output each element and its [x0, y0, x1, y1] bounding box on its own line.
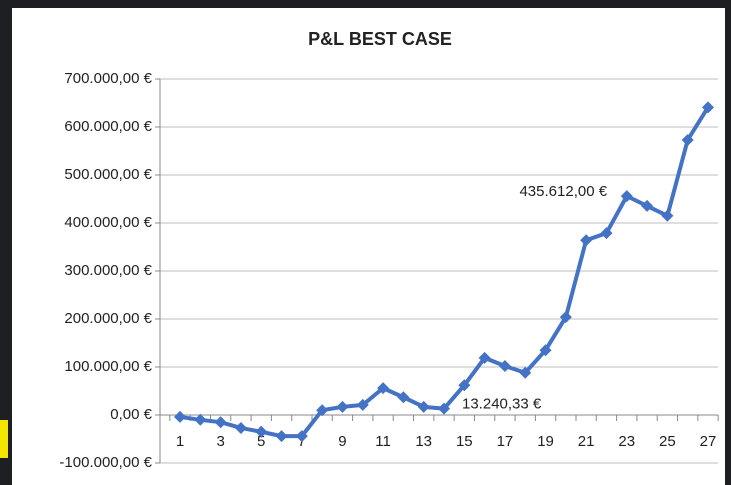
y-tick-label: 400.000,00 €	[64, 214, 152, 231]
y-tick-label: 600.000,00 €	[64, 118, 152, 135]
chart-background	[12, 8, 725, 485]
x-tick-label: 19	[537, 433, 554, 450]
marker	[498, 360, 511, 373]
marker	[519, 366, 532, 379]
marker	[438, 402, 450, 415]
y-tick-label: 300.000,00 €	[64, 262, 152, 279]
side-patch	[0, 420, 8, 458]
marker	[397, 391, 410, 404]
x-tick-label: 5	[257, 433, 265, 450]
x-tick-label: 9	[338, 433, 346, 450]
y-tick-label: 500.000,00 €	[64, 166, 152, 183]
marker	[234, 421, 247, 434]
x-tick-label: 27	[700, 433, 717, 450]
marker	[214, 416, 227, 429]
marker	[377, 382, 390, 395]
x-tick-label: 23	[618, 433, 635, 450]
marker	[580, 234, 593, 247]
marker	[600, 227, 613, 240]
marker	[255, 425, 268, 438]
y-tick-label: 100.000,00 €	[64, 358, 152, 375]
x-tick-label: 17	[497, 433, 514, 450]
marker	[539, 344, 552, 357]
marker	[681, 133, 694, 146]
x-tick-label: 3	[216, 433, 224, 450]
marker	[417, 400, 430, 413]
marker	[641, 199, 654, 212]
marker	[661, 209, 674, 222]
marker	[620, 190, 633, 203]
data-label: 13.240,33 €	[462, 396, 542, 413]
marker	[559, 311, 572, 324]
marker	[458, 379, 471, 392]
y-tick-label: 0,00 €	[110, 406, 152, 423]
marker	[336, 400, 349, 413]
x-tick-label: 25	[659, 433, 676, 450]
marker	[316, 404, 329, 417]
marker	[275, 430, 288, 443]
marker	[478, 351, 491, 364]
y-tick-label: 700.000,00 €	[64, 70, 152, 87]
marker	[356, 398, 369, 411]
x-tick-label: 21	[578, 433, 595, 450]
marker	[194, 413, 207, 426]
x-tick-label: 13	[415, 433, 432, 450]
marker	[702, 101, 714, 114]
marker	[174, 410, 186, 423]
y-tick-label: 200.000,00 €	[64, 310, 152, 327]
y-tick-label: -100.000,00 €	[59, 454, 152, 471]
data-label: 435.612,00 €	[519, 183, 607, 200]
chart-title: P&L BEST CASE	[308, 29, 452, 49]
x-tick-label: 15	[456, 433, 473, 450]
x-tick-label: 1	[176, 433, 184, 450]
x-tick-label: 11	[375, 433, 391, 450]
marker	[295, 430, 308, 443]
